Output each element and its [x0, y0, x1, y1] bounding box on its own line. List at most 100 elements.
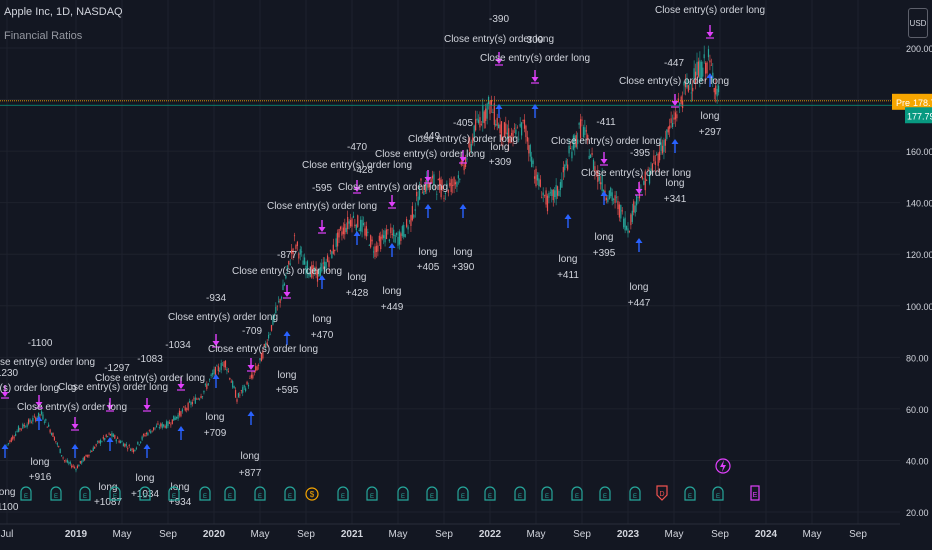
candle-body — [510, 133, 513, 136]
candle-body — [565, 160, 567, 166]
candle-body — [423, 191, 425, 195]
event-earnings-icon[interactable] — [457, 486, 469, 501]
candle-body — [131, 448, 133, 450]
candle-body — [513, 127, 516, 129]
candle-body — [115, 439, 117, 442]
event-earnings-icon[interactable] — [224, 486, 236, 501]
event-split-icon[interactable] — [305, 487, 319, 501]
candle-body — [671, 122, 674, 127]
event-icon-letter: E — [172, 494, 176, 500]
trade-annotation: -470 — [347, 142, 367, 153]
event-earnings-icon[interactable] — [109, 486, 121, 501]
entry-arrow-icon — [564, 214, 572, 219]
candle-body — [664, 139, 666, 146]
candle-body — [170, 424, 172, 426]
candle-body — [403, 224, 405, 237]
candle-body — [318, 269, 320, 277]
event-earnings-icon[interactable] — [168, 486, 180, 501]
candle-body — [475, 119, 477, 131]
event-earnings-icon[interactable] — [254, 486, 266, 501]
candle-body — [19, 428, 21, 430]
candle-body — [594, 166, 596, 175]
candle-body — [9, 440, 11, 442]
candle-body — [529, 145, 531, 157]
event-icon-letter: E — [113, 494, 117, 500]
candle-body — [602, 190, 605, 192]
trade-annotation: +395 — [593, 248, 616, 259]
trade-annotation: long — [454, 247, 473, 258]
candle-body — [89, 451, 91, 453]
candle-body — [184, 407, 186, 411]
event-earnings-icon[interactable] — [712, 486, 724, 501]
candle-body — [12, 436, 14, 440]
event-earnings-icon[interactable] — [139, 486, 151, 501]
event-earnings-icon[interactable] — [599, 486, 611, 501]
candle-body — [715, 85, 717, 95]
candle-body — [682, 100, 684, 109]
x-tick-label: 2021 — [341, 529, 364, 540]
currency-button[interactable]: USD — [908, 8, 928, 38]
event-earnings-icon[interactable] — [20, 486, 32, 501]
trade-annotation: -1083 — [137, 354, 163, 365]
event-earnings-icon[interactable] — [514, 486, 526, 501]
event-earnings-icon[interactable] — [629, 486, 641, 501]
trade-annotation: +405 — [417, 262, 440, 273]
candle-body — [222, 364, 224, 366]
candle-body — [577, 139, 579, 144]
candle-body — [322, 262, 324, 264]
exit-arrow-icon — [388, 202, 396, 207]
candle-body — [411, 206, 413, 221]
trade-annotation: Close entry(s) order long — [302, 160, 412, 171]
event-earnings-icon[interactable] — [50, 486, 62, 501]
event-earnings-icon[interactable] — [337, 486, 349, 501]
candle-body — [621, 210, 623, 212]
event-icon-letter: E — [143, 494, 147, 500]
event-dividend-icon[interactable] — [656, 485, 668, 501]
entry-arrow-icon — [635, 238, 643, 243]
candle-body — [39, 414, 41, 416]
trade-annotation: -1100 — [0, 502, 19, 513]
trade-annotation: -1297 — [104, 363, 130, 374]
candle-body — [211, 373, 214, 375]
candle-body — [76, 465, 79, 469]
y-tick-label: 100.00 — [906, 302, 932, 312]
event-icon-letter: E — [545, 494, 549, 500]
trade-annotation: +297 — [699, 127, 722, 138]
trade-annotation: +411 — [557, 270, 579, 281]
candle-body — [314, 267, 316, 273]
candle-body — [16, 431, 18, 432]
candle-body — [50, 433, 53, 435]
trade-annotation: long — [241, 451, 260, 462]
candle-body — [446, 183, 448, 190]
x-tick-label: Sep — [849, 529, 867, 540]
event-earnings-icon[interactable] — [571, 486, 583, 501]
event-earnings-icon[interactable] — [541, 486, 553, 501]
event-earnings-icon[interactable] — [684, 486, 696, 501]
candle-body — [421, 192, 424, 194]
candle-body — [627, 228, 629, 234]
candle-body — [469, 141, 471, 152]
candle-body — [710, 64, 712, 66]
event-earnings-icon[interactable] — [366, 486, 378, 501]
candle-body — [167, 421, 169, 427]
event-earnings-icon[interactable] — [199, 486, 211, 501]
candle-body — [305, 265, 307, 275]
candle-body — [457, 175, 459, 179]
candle-body — [217, 366, 219, 372]
candle-body — [86, 455, 89, 457]
candle-body — [479, 117, 481, 128]
event-earnings-icon[interactable] — [484, 486, 496, 501]
event-earnings-icon[interactable] — [397, 486, 409, 501]
candle-body — [117, 437, 119, 439]
event-earnings-icon[interactable] — [426, 486, 438, 501]
event-earnings-icon[interactable] — [79, 486, 91, 501]
event-icon-letter: E — [24, 494, 28, 500]
candle-body — [275, 306, 277, 314]
event-earnings-icon[interactable] — [750, 485, 760, 501]
event-earnings-icon[interactable] — [284, 486, 296, 501]
lightning-icon[interactable] — [715, 458, 731, 474]
candle-body — [224, 360, 227, 368]
candle-body — [216, 365, 218, 367]
candle-body — [40, 411, 43, 415]
